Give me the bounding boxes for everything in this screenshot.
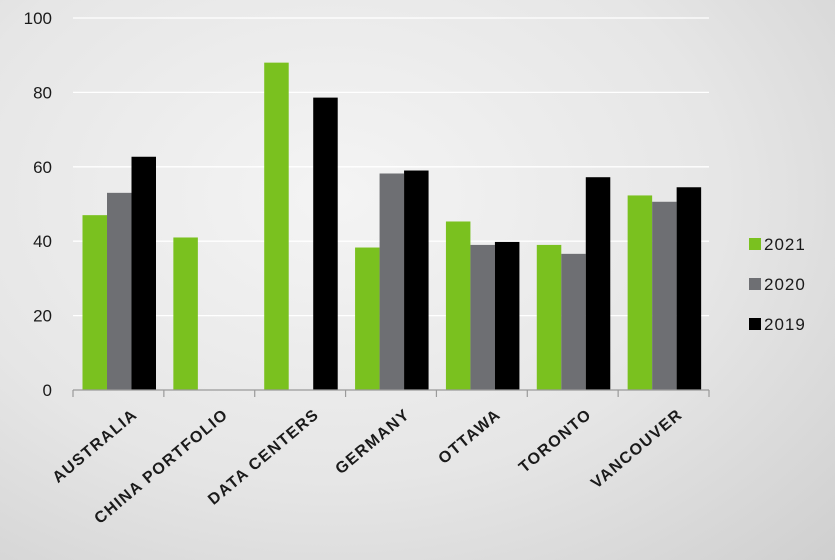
bar-2019-vancouver [676,187,702,390]
y-tick-label: 20 [33,307,52,326]
x-category-label: TORONTO [516,406,595,476]
legend-label-2020: 2020 [764,275,806,294]
bars [82,62,702,390]
y-axis-tick-labels: 0 20 40 60 80 100 [24,9,52,400]
y-tick-label: 0 [43,381,52,400]
legend-swatch-2021 [749,238,761,250]
x-category-label: GERMANY [332,406,413,478]
legend-label-2019: 2019 [764,315,806,334]
bar-2019-australia [131,156,156,390]
bar-2020-germany [379,173,405,390]
x-category-label: AUSTRALIA [50,406,141,487]
x-category-label: VANCOUVER [588,406,686,492]
legend-swatch-2019 [749,318,761,330]
y-tick-label: 100 [24,9,52,28]
bar-2021-china-portfolio [173,237,198,390]
y-tick-label: 80 [33,83,52,102]
bar-2021-data-centers [264,62,289,390]
bar-2019-germany [404,170,429,390]
legend-swatch-2020 [749,278,761,290]
bar-2020-toronto [561,253,586,390]
legend-label-2021: 2021 [764,235,806,254]
bar-2020-australia [107,192,132,390]
bar-2021-germany [355,247,380,390]
y-tick-label: 60 [33,158,52,177]
legend: 2021 2020 2019 [749,235,806,334]
bar-2019-ottawa [494,241,520,390]
bar-2021-australia [82,215,107,390]
bar-2020-ottawa [470,244,495,390]
bar-2021-toronto [536,244,562,390]
x-category-label: OTTAWA [436,406,505,468]
y-tick-label: 40 [33,232,52,251]
bar-2021-vancouver [627,195,653,390]
bar-2021-ottawa [445,221,471,390]
x-axis [72,389,710,397]
bar-2019-toronto [585,177,611,390]
bar-2020-vancouver [652,201,677,390]
bar-2019-data-centers [313,97,338,390]
